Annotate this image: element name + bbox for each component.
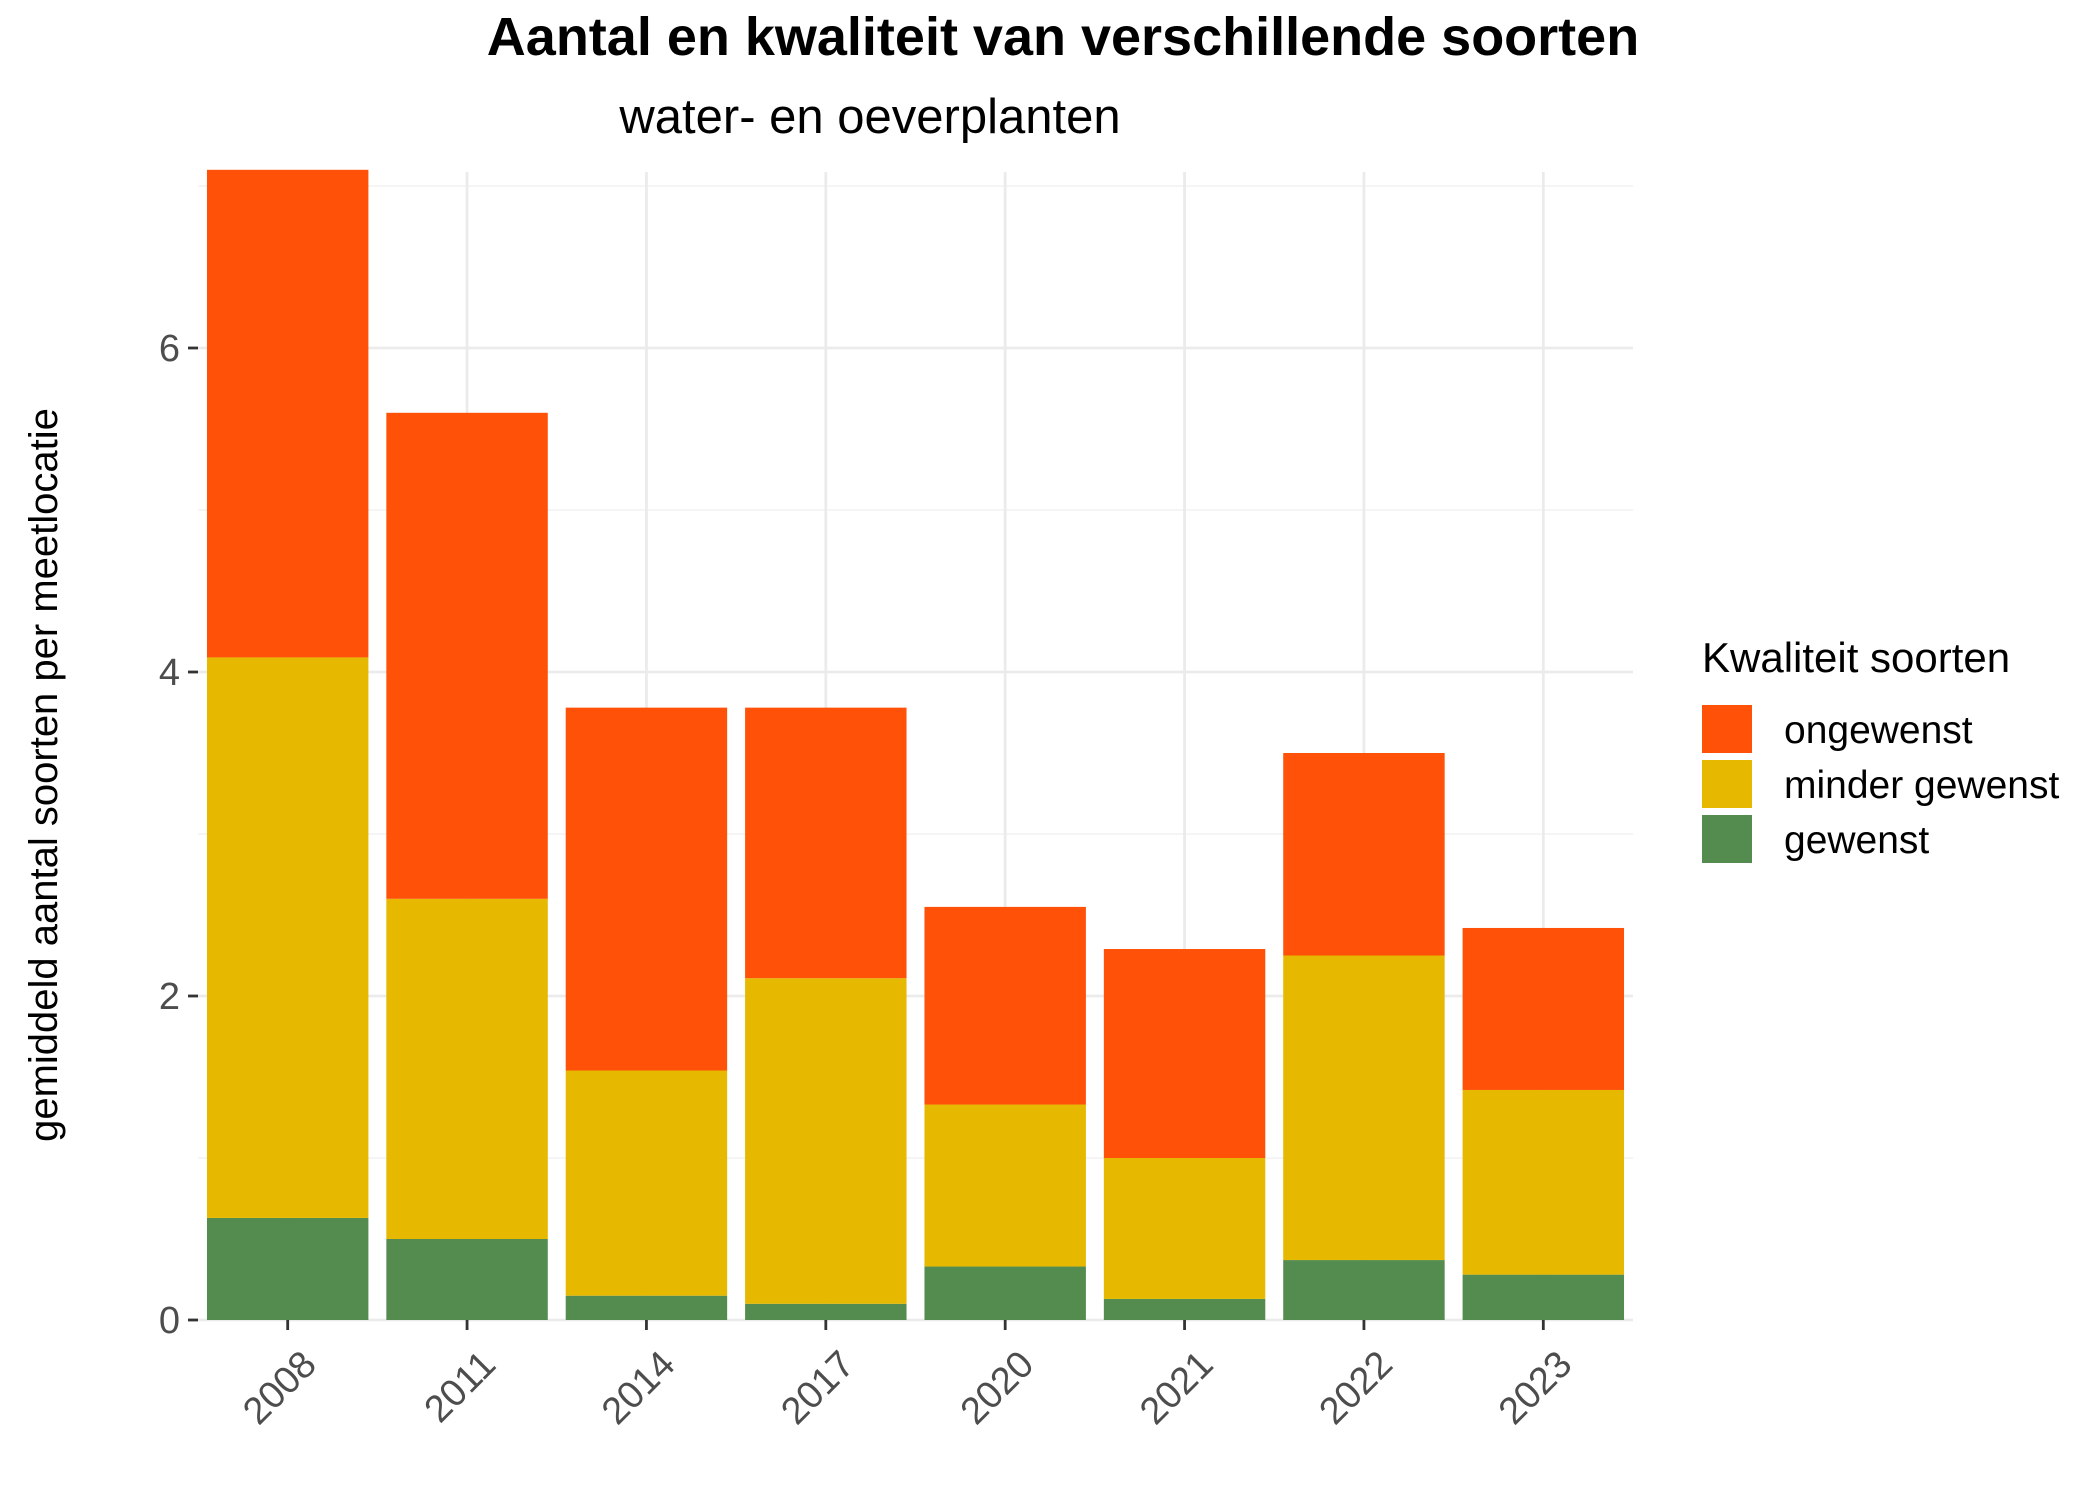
bar-ongewenst-2023 xyxy=(1462,927,1625,1090)
y-tick-label: 0 xyxy=(159,1300,180,1342)
legend-key-ongewenst xyxy=(1702,705,1752,753)
legend-label: minder gewenst xyxy=(1784,764,2059,807)
legend-label: ongewenst xyxy=(1784,709,1973,752)
x-tick-label: 2023 xyxy=(1491,1343,1580,1432)
bar-gewenst-2021 xyxy=(1103,1298,1266,1320)
y-axis: 0 2 4 6 xyxy=(159,328,198,1342)
bar-minder-gewenst-2017 xyxy=(745,978,907,1304)
legend-key-minder-gewenst xyxy=(1702,760,1752,808)
bar-minder-gewenst-2014 xyxy=(565,1070,728,1296)
bar-ongewenst-2022 xyxy=(1283,753,1445,956)
legend-key-gewenst xyxy=(1702,815,1752,863)
bar-gewenst-2014 xyxy=(565,1295,728,1320)
bar-ongewenst-2017 xyxy=(745,707,907,979)
bar-gewenst-2020 xyxy=(924,1266,1086,1320)
x-tick-label: 2011 xyxy=(417,1343,504,1430)
bar-gewenst-2011 xyxy=(386,1239,548,1320)
bar-minder-gewenst-2011 xyxy=(386,898,548,1239)
y-axis-title: gemiddeld aantal soorten per meetlocatie xyxy=(22,408,66,1142)
y-tick-label: 2 xyxy=(159,976,180,1018)
x-tick-label: 2008 xyxy=(235,1343,324,1432)
chart-subtitle: water- en oeverplanten xyxy=(618,90,1120,144)
bars xyxy=(206,169,1625,1320)
bar-minder-gewenst-2022 xyxy=(1283,955,1445,1261)
bar-ongewenst-2008 xyxy=(206,169,369,658)
legend: Kwaliteit soorten ongewenst minder gewens… xyxy=(1702,634,2059,863)
bar-gewenst-2023 xyxy=(1462,1274,1625,1320)
x-tick-label: 2017 xyxy=(773,1343,862,1432)
legend-title: Kwaliteit soorten xyxy=(1702,634,2010,681)
y-tick-label: 4 xyxy=(159,652,180,694)
bar-minder-gewenst-2020 xyxy=(924,1104,1086,1267)
x-tick-label: 2020 xyxy=(953,1343,1042,1432)
x-tick-label: 2014 xyxy=(594,1343,683,1432)
x-tick-label: 2022 xyxy=(1311,1343,1400,1432)
legend-label: gewenst xyxy=(1784,819,1929,862)
x-axis: 2008 2011 2014 2017 2020 2021 2022 2023 xyxy=(235,1320,1580,1433)
bar-ongewenst-2011 xyxy=(386,412,548,899)
bar-minder-gewenst-2021 xyxy=(1103,1158,1266,1299)
bar-gewenst-2008 xyxy=(206,1217,369,1320)
bar-minder-gewenst-2008 xyxy=(206,657,369,1218)
bar-gewenst-2022 xyxy=(1283,1260,1445,1320)
bar-ongewenst-2020 xyxy=(924,906,1086,1105)
bar-minder-gewenst-2023 xyxy=(1462,1089,1625,1275)
x-tick-label: 2021 xyxy=(1132,1343,1221,1432)
y-tick-label: 6 xyxy=(159,328,180,370)
bar-ongewenst-2014 xyxy=(565,707,728,1071)
bar-ongewenst-2021 xyxy=(1103,949,1266,1158)
bar-gewenst-2017 xyxy=(745,1303,907,1320)
chart-title: Aantal en kwaliteit van verschillende so… xyxy=(487,7,1639,67)
